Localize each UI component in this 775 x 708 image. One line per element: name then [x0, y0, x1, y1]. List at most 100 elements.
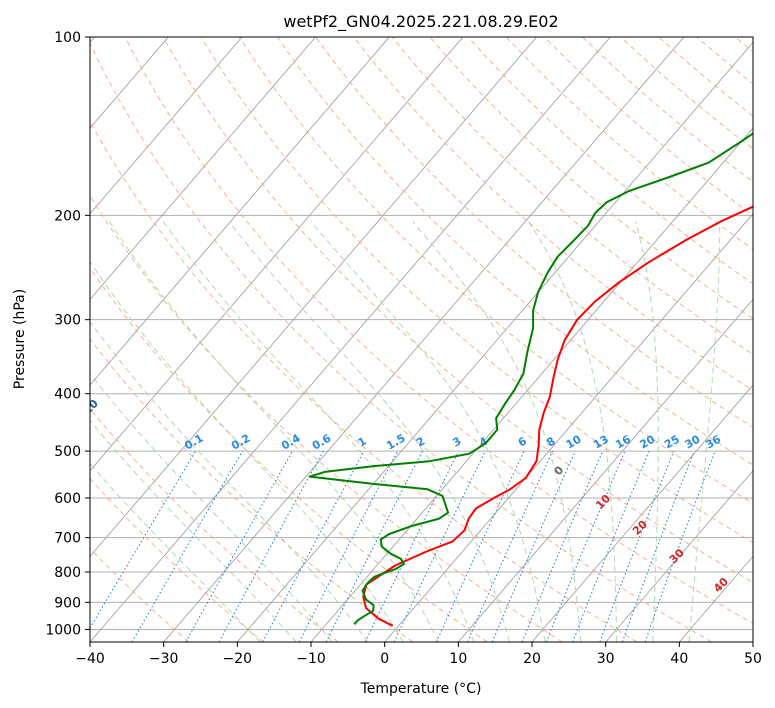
- mixing-ratio-label: 30: [683, 432, 703, 451]
- isotherm-line: [90, 37, 537, 557]
- dry-adiabat-line: [391, 37, 753, 355]
- dry-adiabat-line: [505, 37, 753, 250]
- moist-adiabat-line: [109, 221, 439, 642]
- sounding-profiles: [308, 132, 753, 627]
- dry-adiabat-line: [734, 37, 753, 53]
- y-tick-label: 500: [54, 444, 81, 460]
- isotherm-line: [384, 213, 753, 642]
- mixing-ratio-line: [644, 450, 716, 642]
- dry-adiabat-line: [90, 477, 264, 642]
- dry-adiabat-line: [90, 120, 638, 642]
- mixing-ratio-line: [491, 450, 576, 642]
- moist-adiabat-line: [688, 221, 721, 642]
- x-tick-label: 50: [744, 651, 762, 667]
- mixing-ratio-line: [90, 450, 197, 630]
- mixing-ratio-line: [572, 450, 650, 642]
- isotherm-line: [90, 37, 316, 300]
- x-axis-label: Temperature (°C): [360, 681, 482, 697]
- mixing-ratio-label: 8: [544, 435, 557, 450]
- moist-adiabat-line: [310, 221, 546, 642]
- mixing-ratio-label: 6: [516, 434, 529, 449]
- isotherm-line: [678, 555, 753, 642]
- x-tick-label: −20: [223, 651, 253, 667]
- y-axis-label: Pressure (hPa): [12, 289, 28, 389]
- mixing-ratio-line: [364, 450, 460, 642]
- mixing-ratio-label: 20: [637, 432, 657, 451]
- mixing-ratio-line: [131, 450, 244, 642]
- x-tick-label: 0: [380, 651, 389, 667]
- isotherm-line: [531, 384, 753, 642]
- x-tick-label: 30: [597, 651, 615, 667]
- moist-adiabat-line: [90, 260, 404, 642]
- mixing-ratio-line: [218, 450, 324, 642]
- isotherm-line: [90, 37, 243, 215]
- moist-adiabat-line: [90, 320, 369, 642]
- isotherm-line: [752, 641, 753, 642]
- mixing-ratio-line: [467, 450, 554, 642]
- isotherm-line: [236, 41, 753, 642]
- mixing-ratio-label: 3: [450, 435, 463, 450]
- dry-adiabat-line: [620, 37, 753, 150]
- dry-adiabat-line: [90, 267, 488, 642]
- y-tick-label: 900: [54, 595, 81, 611]
- dry-adiabat-line: [353, 37, 753, 392]
- moist-adiabat-line: [90, 419, 297, 642]
- mixing-ratio-label: 13: [591, 433, 611, 452]
- moist-adiabat-label: 10: [593, 492, 613, 512]
- dry-adiabat-line: [200, 37, 753, 543]
- moist-adiabat-line: [90, 372, 333, 642]
- mixing-ratio-line: [185, 450, 293, 642]
- y-tick-label: 1000: [45, 622, 81, 638]
- x-tick-label: 20: [523, 651, 541, 667]
- isotherm-line: [90, 37, 611, 642]
- y-tick-label: 800: [54, 565, 81, 581]
- y-tick-label: 300: [54, 313, 81, 329]
- isotherm-line: [457, 298, 753, 642]
- dry-adiabat-line: [90, 42, 712, 642]
- moist-adiabat-line: [90, 462, 261, 642]
- chart-title: wetPf2_GN04.2025.221.08.29.E02: [283, 12, 558, 32]
- y-tick-label: 600: [54, 491, 81, 507]
- mixing-ratio-label: 25: [662, 433, 682, 452]
- isotherm-line: [90, 37, 464, 472]
- x-axis-ticks: −40 −30 −20 −10 0 10 20 30 40 50: [75, 642, 762, 667]
- mixing-ratio-label: 16: [613, 432, 633, 451]
- dry-adiabat-line: [467, 37, 753, 285]
- y-tick-label: 400: [54, 387, 81, 403]
- mixing-ratio-label: 0.6: [310, 431, 334, 452]
- isotherm-line: [90, 37, 390, 386]
- x-tick-label: −40: [75, 651, 105, 667]
- mixing-ratio-label: 2: [414, 435, 427, 450]
- mixing-ratio-label: 0.4: [279, 431, 303, 452]
- mixing-ratio-label: 1.5: [384, 432, 407, 453]
- mixing-ratio-line: [521, 450, 604, 642]
- line-labels: -100-90-80-70-60-50-40-30-20-100.10.20.4…: [78, 397, 731, 595]
- moist-adiabat-label: 20: [630, 517, 650, 537]
- dry-adiabat-line: [90, 408, 339, 642]
- dry-adiabat-line: [429, 37, 753, 320]
- moist-adiabat-line: [162, 221, 475, 642]
- dry-adiabat-line: [90, 338, 414, 642]
- dry-adiabat-line: [277, 37, 753, 466]
- dry-adiabat-line: [238, 37, 753, 504]
- background-lines: [90, 37, 753, 642]
- plot-frame: [89, 36, 754, 643]
- dry-adiabat-label: -10: [78, 397, 101, 420]
- dry-adiabat-line: [124, 37, 753, 624]
- moist-adiabat-line: [528, 221, 618, 642]
- dry-adiabat-line: [696, 37, 753, 85]
- temperature-profile-line: [362, 205, 753, 627]
- x-tick-label: 40: [670, 651, 688, 667]
- moist-adiabat-line: [635, 221, 659, 642]
- dry-adiabat-line: [162, 37, 753, 584]
- x-tick-label: −30: [149, 651, 179, 667]
- y-tick-label: 200: [54, 208, 81, 224]
- moist-adiabat-label: 40: [711, 575, 731, 595]
- isotherm-line: [163, 37, 685, 642]
- y-tick-label: 700: [54, 531, 81, 547]
- dry-adiabat-line: [315, 37, 753, 428]
- y-tick-label: 100: [54, 30, 81, 46]
- dewpoint-profile-line: [308, 132, 753, 625]
- dry-adiabat-line: [544, 37, 753, 216]
